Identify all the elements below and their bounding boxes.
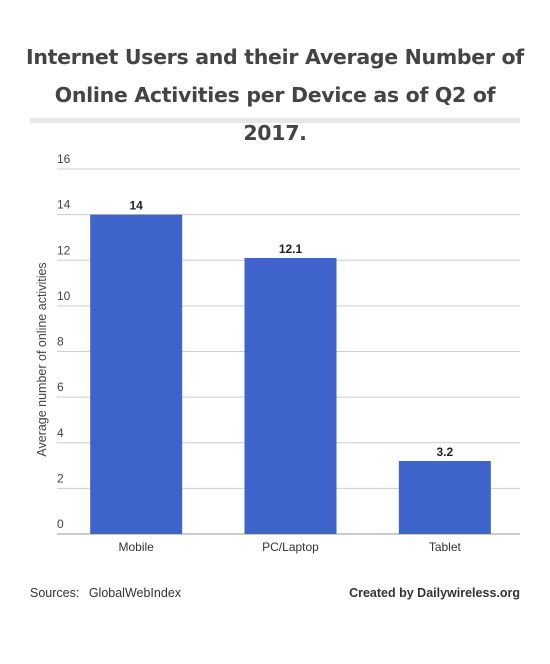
bar — [398, 461, 491, 534]
bar — [90, 214, 183, 534]
title-divider — [30, 118, 520, 123]
y-tick-label: 10 — [57, 289, 71, 303]
data-label: 14 — [129, 199, 143, 213]
data-label: 3.2 — [436, 445, 453, 459]
sources-label: Sources: — [30, 586, 80, 600]
chart-title: Internet Users and their Average Number … — [26, 45, 524, 145]
y-tick-label: 2 — [57, 471, 64, 485]
y-tick-label: 4 — [57, 426, 64, 440]
y-tick-label: 14 — [57, 198, 71, 212]
y-axis-title: Average number of online activities — [35, 262, 49, 456]
x-tick-label: Mobile — [118, 540, 154, 554]
bar — [244, 257, 337, 534]
y-tick-label: 0 — [57, 517, 64, 531]
data-label: 12.1 — [279, 242, 303, 256]
sources-value: GlobalWebIndex — [88, 586, 182, 600]
sources: Sources: GlobalWebIndex — [30, 586, 181, 600]
credit-text: Created by Dailywireless.org — [349, 586, 520, 600]
y-tick-label: 8 — [57, 335, 64, 349]
y-tick-label: 6 — [57, 380, 64, 394]
y-tick-label: 12 — [57, 243, 71, 257]
x-tick-label: PC/Laptop — [262, 540, 319, 554]
y-tick-label: 16 — [57, 152, 71, 166]
x-tick-label: Tablet — [429, 540, 462, 554]
